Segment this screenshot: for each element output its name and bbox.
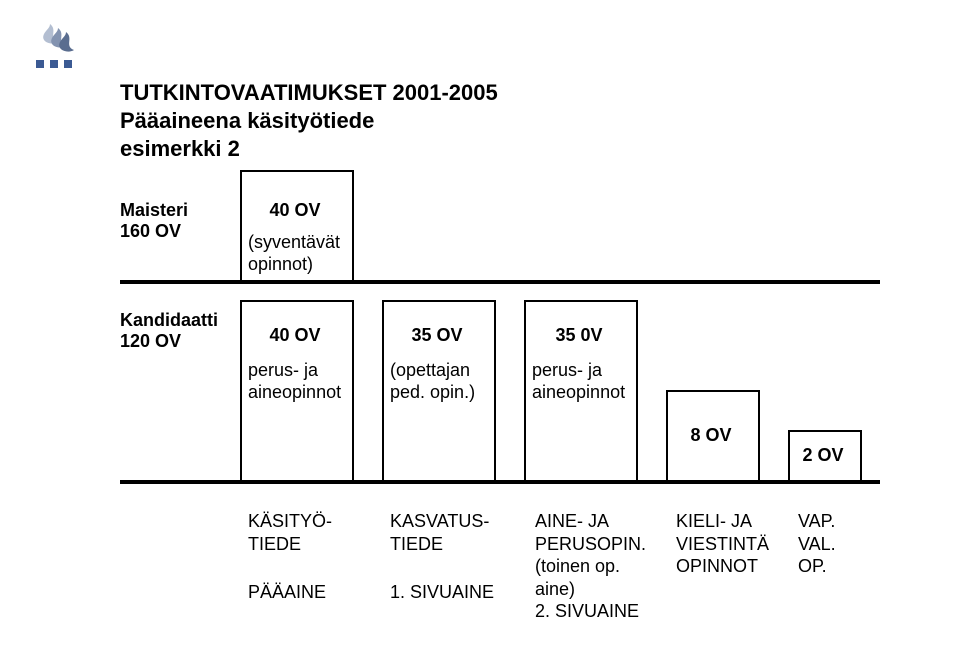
box-c2-note2: ped. opin.) bbox=[390, 382, 475, 403]
kandidaatti-label: Kandidaatti 120 OV bbox=[120, 310, 218, 352]
footer-c5c: OP. bbox=[798, 555, 836, 578]
kandidaatti-text: Kandidaatti bbox=[120, 310, 218, 331]
footer-c1a: KÄSITYÖ- bbox=[248, 510, 332, 533]
title-block: TUTKINTOVAATIMUKSET 2001-2005 Pääaineena… bbox=[120, 80, 498, 162]
box-c1-value: 40 OV bbox=[240, 325, 350, 346]
kandidaatti-ov: 120 OV bbox=[120, 331, 218, 352]
footer-c3b: PERUSOPIN. bbox=[535, 533, 646, 556]
divider-top bbox=[120, 280, 880, 284]
footer-c1b: TIEDE bbox=[248, 533, 332, 556]
footer-c4b: VIESTINTÄ bbox=[676, 533, 769, 556]
maisteri-text: Maisteri bbox=[120, 200, 188, 221]
footer-c3d: aine) bbox=[535, 578, 646, 601]
footer-c4a: KIELI- JA bbox=[676, 510, 769, 533]
box-c3-note2: aineopinnot bbox=[532, 382, 625, 403]
flame-icon bbox=[43, 24, 74, 52]
footer-c5a: VAP. bbox=[798, 510, 836, 533]
box-c3-value: 35 0V bbox=[524, 325, 634, 346]
footer-c2a: KASVATUS- bbox=[390, 510, 494, 533]
footer-c2c: 1. SIVUAINE bbox=[390, 581, 494, 604]
box-c4-value: 8 OV bbox=[666, 425, 756, 446]
box-c3-note1: perus- ja bbox=[532, 360, 602, 381]
footer-c5b: VAL. bbox=[798, 533, 836, 556]
footer-col-5: VAP. VAL. OP. bbox=[798, 510, 836, 578]
footer-col-1: KÄSITYÖ- TIEDE PÄÄAINE bbox=[248, 510, 332, 604]
box-c2-note1: (opettajan bbox=[390, 360, 470, 381]
divider-bottom bbox=[120, 480, 880, 484]
maisteri-label: Maisteri 160 OV bbox=[120, 200, 188, 242]
box-c2-value: 35 OV bbox=[382, 325, 492, 346]
footer-col-4: KIELI- JA VIESTINTÄ OPINNOT bbox=[676, 510, 769, 578]
footer-col-3: AINE- JA PERUSOPIN. (toinen op. aine) 2.… bbox=[535, 510, 646, 623]
box-syventavat-value: 40 OV bbox=[240, 200, 350, 221]
box-c1-note2: aineopinnot bbox=[248, 382, 341, 403]
box-c1-note1: perus- ja bbox=[248, 360, 318, 381]
footer-col-2: KASVATUS- TIEDE 1. SIVUAINE bbox=[390, 510, 494, 604]
footer-c3c: (toinen op. bbox=[535, 555, 646, 578]
title-line-2: Pääaineena käsityötiede bbox=[120, 108, 498, 134]
box-syventavat-note2: opinnot) bbox=[248, 254, 313, 275]
footer-c1c: PÄÄAINE bbox=[248, 581, 332, 604]
footer-c2b: TIEDE bbox=[390, 533, 494, 556]
footer-c3e: 2. SIVUAINE bbox=[535, 600, 646, 623]
footer-c3a: AINE- JA bbox=[535, 510, 646, 533]
title-line-3: esimerkki 2 bbox=[120, 136, 498, 162]
maisteri-ov: 160 OV bbox=[120, 221, 188, 242]
title-line-1: TUTKINTOVAATIMUKSET 2001-2005 bbox=[120, 80, 498, 106]
footer-c4c: OPINNOT bbox=[676, 555, 769, 578]
box-syventavat-note1: (syventävät bbox=[248, 232, 340, 253]
box-c5-value: 2 OV bbox=[788, 445, 858, 466]
logo-icon bbox=[30, 18, 90, 78]
